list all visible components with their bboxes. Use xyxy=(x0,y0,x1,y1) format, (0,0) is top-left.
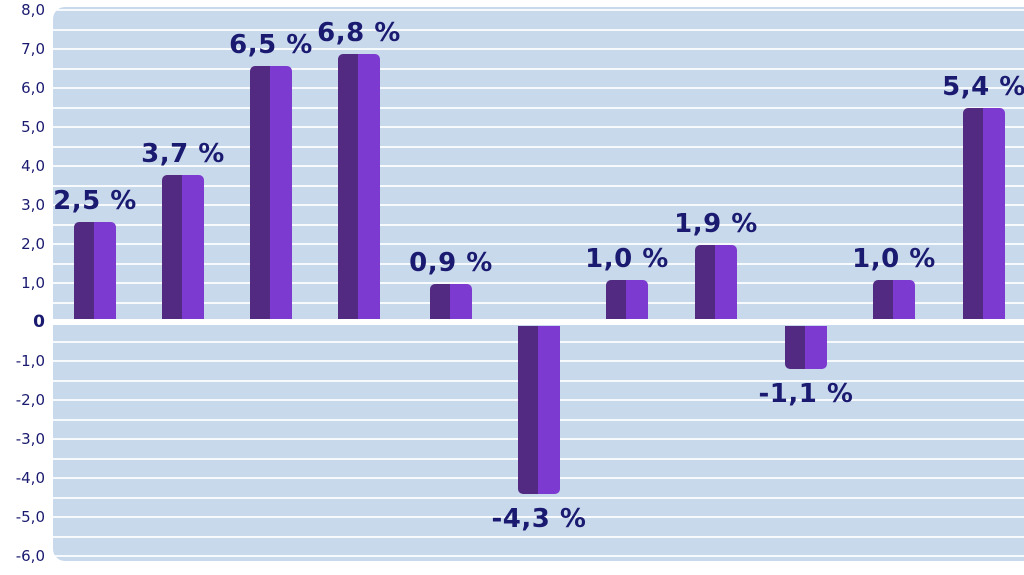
y-axis-tick-label: 0 xyxy=(33,312,45,332)
bar xyxy=(606,280,648,319)
y-axis-tick-label: -3,0 xyxy=(15,430,45,448)
plot-area xyxy=(53,7,1024,561)
y-axis-tick-label: 4,0 xyxy=(21,157,45,175)
bar-value-label: 1,9 % xyxy=(674,208,758,239)
gridline xyxy=(53,262,1024,265)
bar-value-label: 6,8 % xyxy=(317,17,401,48)
bar xyxy=(162,174,204,319)
gridline xyxy=(53,223,1024,226)
gridline xyxy=(53,496,1024,499)
bar xyxy=(430,283,472,319)
gridline xyxy=(53,67,1024,70)
y-axis-tick-label: -2,0 xyxy=(15,391,45,409)
y-axis-tick-label: 1,0 xyxy=(21,274,45,292)
bar xyxy=(873,280,915,319)
bar-value-label: -4,3 % xyxy=(491,503,587,534)
gridline xyxy=(53,184,1024,187)
zero-line xyxy=(53,319,1024,325)
y-axis-tick-label: -6,0 xyxy=(15,547,45,565)
gridline xyxy=(53,165,1024,167)
gridline xyxy=(53,48,1024,50)
gridline xyxy=(53,282,1024,284)
bar xyxy=(518,326,560,494)
bar-value-label: 2,5 % xyxy=(53,185,137,216)
bar-value-label: 3,7 % xyxy=(141,138,225,169)
bar-value-label: 0,9 % xyxy=(409,247,493,278)
gridline xyxy=(53,9,1024,11)
gridline xyxy=(53,516,1024,518)
bar xyxy=(338,53,380,319)
bar-value-label: 5,4 % xyxy=(942,72,1024,103)
y-axis-tick-label: -4,0 xyxy=(15,469,45,487)
gridline xyxy=(53,87,1024,89)
bar-value-label: -1,1 % xyxy=(758,378,854,409)
gridline xyxy=(53,535,1024,538)
gridline xyxy=(53,145,1024,148)
gridline xyxy=(53,28,1024,31)
y-axis-tick-label: 8,0 xyxy=(21,1,45,19)
y-axis-tick-label: -5,0 xyxy=(15,508,45,526)
gridline xyxy=(53,204,1024,206)
gridline xyxy=(53,106,1024,109)
bar xyxy=(74,221,116,319)
bar xyxy=(695,244,737,319)
bar xyxy=(963,108,1005,319)
y-axis-tick-label: 2,0 xyxy=(21,235,45,253)
gridline xyxy=(53,243,1024,245)
gridline xyxy=(53,301,1024,304)
bar xyxy=(250,65,292,319)
gridline xyxy=(53,555,1024,557)
y-axis-tick-label: -1,0 xyxy=(15,352,45,370)
y-axis-tick-label: 7,0 xyxy=(21,40,45,58)
bar-value-label: 6,5 % xyxy=(229,29,313,60)
gridline xyxy=(53,126,1024,128)
y-axis-tick-label: 5,0 xyxy=(21,118,45,136)
y-axis-tick-label: 3,0 xyxy=(21,196,45,214)
bar-value-label: 1,0 % xyxy=(585,244,669,274)
bar-value-label: 1,0 % xyxy=(852,244,936,274)
y-axis-tick-label: 6,0 xyxy=(21,79,45,97)
bar xyxy=(785,326,827,369)
